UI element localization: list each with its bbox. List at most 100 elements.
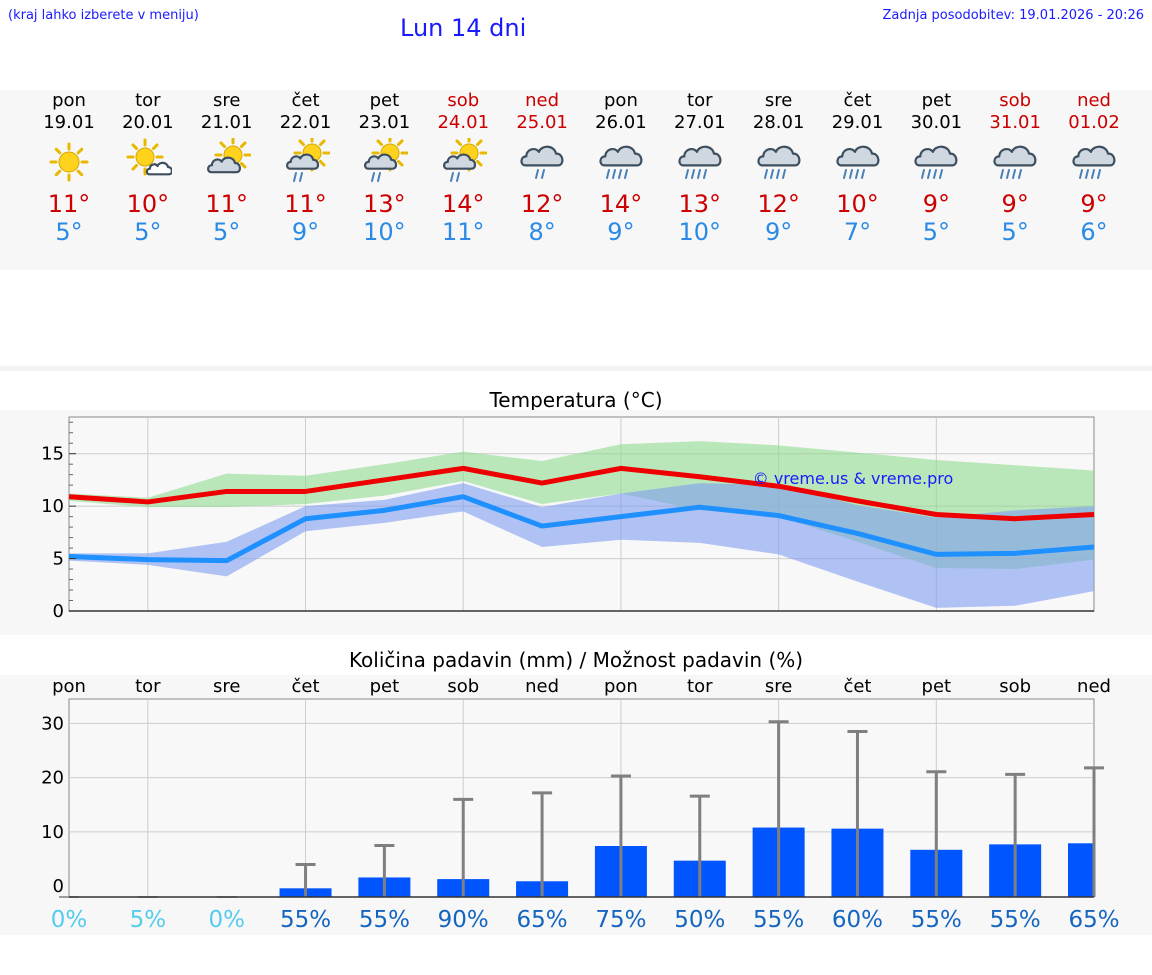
precip-probability: 60% [832, 907, 883, 933]
day-forecast[interactable]: čet 22.01 11° 9° [266, 90, 346, 246]
temp-min: 5° [55, 218, 83, 246]
cloud-rain-icon [520, 145, 564, 179]
precip-probability: 55% [990, 907, 1041, 933]
day-forecast[interactable]: ned 25.01 12° 8° [502, 90, 582, 246]
y-tick-label: 0 [53, 601, 64, 622]
temp-min: 8° [528, 218, 556, 246]
y-tick-label: 30 [41, 713, 64, 734]
temp-max: 9° [1001, 190, 1029, 218]
day-forecast[interactable]: čet 29.01 10° 7° [818, 90, 898, 246]
precip-probability: 55% [911, 907, 962, 933]
day-forecast[interactable]: pon 19.01 11° 5° [29, 90, 109, 246]
day-label: ned [1077, 676, 1111, 697]
day-forecast[interactable]: sre 21.01 11° 5° [187, 90, 267, 246]
day-forecast[interactable]: ned 01.02 9° 6° [1054, 90, 1134, 246]
min-temperature-line [68, 494, 1095, 564]
day-date: 21.01 [200, 112, 253, 133]
day-forecast[interactable]: tor 20.01 10° 5° [108, 90, 188, 246]
day-label: tor [135, 676, 161, 697]
temp-min: 9° [291, 218, 320, 246]
region-note[interactable]: (kraj lahko izberete v meniju) [8, 8, 199, 23]
y-tick-label: 20 [41, 768, 64, 789]
day-date: 19.01 [43, 112, 95, 133]
day-name: pon [52, 90, 86, 111]
day-date: 28.01 [752, 112, 805, 133]
precip-bar [1068, 843, 1094, 897]
cloud-heavy-rain-icon [678, 145, 722, 179]
day-name: sob [447, 90, 480, 111]
day-name: tor [687, 90, 713, 111]
precip-probability: 50% [674, 907, 725, 933]
page-title: Lun 14 dni [400, 14, 527, 42]
day-label: sob [999, 676, 1031, 697]
day-label: sre [213, 676, 240, 697]
y-tick-label: 0 [53, 876, 64, 897]
day-label: tor [687, 676, 713, 697]
y-tick-label: 15 [41, 444, 64, 465]
day-label: pet [922, 676, 952, 697]
precip-probability: 90% [438, 907, 489, 933]
day-label: čet [843, 676, 871, 697]
temp-max: 9° [922, 190, 950, 218]
sun-cloud-rain-icon [364, 138, 409, 182]
sun-icon [49, 142, 89, 182]
temperature-chart-panel: 0 5 10 15 © vreme.us & vreme.pro [0, 410, 1152, 635]
cloud-heavy-rain-icon [1072, 145, 1116, 179]
day-name: pet [921, 90, 952, 111]
precipitation-chart: pon tor sre čet pet sob ned pon tor sre čet pet sob n… [41, 676, 1119, 933]
cloud-heavy-rain-icon [757, 145, 801, 179]
day-date: 31.01 [989, 112, 1041, 133]
temp-max: 12° [520, 190, 564, 218]
sun-cloud-icon [126, 138, 172, 176]
cloud-heavy-rain-icon [993, 145, 1037, 179]
temp-min: 10° [678, 218, 722, 246]
day-forecast[interactable]: sob 31.01 9° 5° [975, 90, 1055, 246]
day-label: pet [370, 676, 400, 697]
precip-probability: 0% [51, 907, 88, 933]
precip-probability: 55% [280, 907, 331, 933]
temp-max: 10° [836, 190, 879, 218]
y-tick-label: 5 [53, 549, 64, 570]
day-date: 23.01 [358, 112, 411, 133]
precip-probability: 5% [130, 907, 167, 933]
day-name: čet [291, 90, 320, 111]
temp-min: 5° [134, 218, 162, 246]
temp-min: 6° [1080, 218, 1108, 246]
precip-probability: 0% [208, 907, 245, 933]
day-forecast[interactable]: pet 30.01 9° 5° [896, 90, 976, 246]
temp-max: 11° [205, 190, 248, 218]
temperature-chart-title: Temperatura (°C) [489, 388, 663, 412]
temp-max: 11° [284, 190, 327, 218]
day-date: 27.01 [674, 112, 726, 133]
cloud-heavy-rain-icon [835, 145, 879, 179]
temperature-chart: 0 5 10 15 © vreme.us & vreme.pro [41, 416, 1095, 622]
day-name: pet [369, 90, 400, 111]
day-name: čet [843, 90, 872, 111]
temp-max: 10° [126, 190, 170, 218]
last-update: Zadnja posodobitev: 19.01.2026 - 20:26 [882, 8, 1144, 23]
day-name: sre [764, 90, 793, 111]
day-date: 30.01 [910, 112, 963, 133]
precip-probability: 65% [1068, 907, 1119, 933]
precip-probability: 55% [359, 907, 410, 933]
day-date: 20.01 [122, 112, 174, 133]
day-forecast[interactable]: tor 27.01 13° 10° [660, 90, 740, 246]
sun-cloud-rain-icon [285, 138, 330, 182]
day-name: ned [1077, 90, 1111, 111]
cloud-sun-icon [206, 138, 251, 174]
temp-max: 12° [757, 190, 800, 218]
temp-min: 7° [843, 218, 872, 246]
day-forecast[interactable]: pon 26.01 14° 9° [581, 90, 661, 246]
temp-max: 13° [678, 190, 722, 218]
day-date: 29.01 [831, 112, 884, 133]
day-forecast[interactable]: sre 28.01 12° 9° [739, 90, 819, 246]
day-forecast[interactable]: sob 24.01 14° 11° [423, 90, 503, 246]
precipitation-chart-panel: pon tor sre čet pet sob ned pon tor sre čet pet sob n… [0, 675, 1152, 935]
y-tick-label: 10 [41, 496, 64, 517]
daily-forecast-strip: pon 19.01 11° 5° tor 20.01 10° 5° sre 21.01 11° 5° č… [0, 90, 1152, 270]
temp-min: 5° [1001, 218, 1029, 246]
temp-max: 14° [441, 190, 485, 218]
day-label: pon [604, 676, 638, 697]
sun-cloud-rain-icon [443, 138, 488, 182]
day-forecast[interactable]: pet 23.01 13° 10° [344, 90, 424, 246]
